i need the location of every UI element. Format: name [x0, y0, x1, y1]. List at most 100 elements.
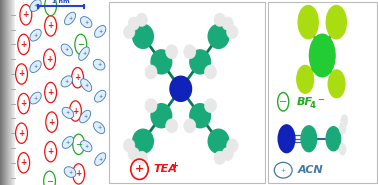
Text: −: −	[46, 177, 53, 185]
Text: +: +	[20, 40, 27, 49]
Text: BF: BF	[297, 97, 313, 107]
Text: +: +	[19, 70, 25, 78]
Circle shape	[310, 34, 335, 77]
Text: −: −	[279, 97, 287, 107]
Ellipse shape	[30, 61, 41, 73]
Circle shape	[136, 13, 147, 26]
Text: 1 nm: 1 nm	[52, 0, 70, 4]
Ellipse shape	[64, 167, 76, 177]
Circle shape	[133, 129, 153, 153]
Text: −: −	[75, 140, 82, 149]
Text: +: +	[48, 21, 54, 30]
Text: +: +	[135, 164, 144, 174]
Circle shape	[214, 151, 226, 164]
Circle shape	[124, 25, 135, 39]
Circle shape	[151, 50, 172, 74]
Circle shape	[184, 119, 196, 133]
Text: 4: 4	[310, 101, 315, 110]
Circle shape	[204, 65, 217, 79]
Text: −: −	[317, 95, 324, 104]
Circle shape	[339, 143, 346, 155]
Circle shape	[170, 76, 192, 101]
Ellipse shape	[93, 122, 105, 134]
Text: +: +	[82, 51, 86, 56]
Text: +: +	[34, 95, 38, 101]
Text: +: +	[97, 125, 101, 130]
Text: +: +	[19, 129, 25, 138]
Text: +: +	[280, 168, 286, 173]
Text: +: +	[98, 29, 102, 34]
Ellipse shape	[94, 90, 106, 102]
Text: TEA: TEA	[153, 164, 177, 174]
Ellipse shape	[30, 29, 41, 41]
Circle shape	[326, 6, 346, 39]
Ellipse shape	[81, 141, 92, 152]
Text: +: +	[84, 20, 88, 25]
Text: +: +	[65, 79, 69, 84]
Circle shape	[145, 65, 157, 79]
Text: ACN: ACN	[298, 165, 323, 175]
Circle shape	[326, 127, 341, 151]
Text: +: +	[34, 3, 38, 8]
Text: +: +	[20, 158, 27, 167]
Circle shape	[301, 126, 317, 152]
Text: +: +	[23, 10, 29, 19]
Text: −: −	[77, 40, 84, 49]
Circle shape	[128, 17, 139, 30]
Ellipse shape	[65, 12, 76, 25]
Text: +: +	[49, 118, 55, 127]
Text: +: +	[83, 114, 87, 119]
Text: +: +	[84, 144, 88, 149]
Ellipse shape	[81, 17, 92, 28]
Text: +: +	[34, 33, 38, 38]
Circle shape	[133, 24, 153, 48]
Text: −: −	[47, 1, 54, 10]
Circle shape	[204, 99, 217, 113]
Text: +: +	[74, 73, 81, 82]
Circle shape	[278, 125, 295, 153]
Text: +: +	[97, 62, 101, 67]
Text: +: +	[68, 169, 72, 175]
Ellipse shape	[62, 107, 74, 118]
Ellipse shape	[62, 137, 74, 148]
Text: +: +	[98, 94, 102, 99]
Ellipse shape	[81, 79, 92, 91]
Text: +: +	[34, 64, 38, 69]
Circle shape	[190, 104, 211, 128]
Circle shape	[208, 24, 229, 48]
Circle shape	[214, 13, 226, 26]
Circle shape	[184, 45, 196, 59]
Text: +: +	[68, 16, 72, 21]
Text: +: +	[171, 161, 178, 170]
Ellipse shape	[80, 110, 91, 123]
Circle shape	[222, 17, 234, 30]
Circle shape	[166, 45, 178, 59]
Circle shape	[208, 129, 229, 153]
Text: +: +	[66, 110, 70, 115]
Circle shape	[226, 139, 238, 152]
Circle shape	[136, 151, 147, 164]
Circle shape	[145, 99, 157, 113]
Ellipse shape	[94, 153, 106, 165]
Ellipse shape	[30, 0, 41, 11]
Ellipse shape	[93, 59, 105, 70]
Text: +: +	[48, 88, 54, 97]
Circle shape	[128, 147, 139, 161]
Circle shape	[151, 104, 172, 128]
Ellipse shape	[61, 76, 73, 87]
Text: +: +	[20, 99, 27, 108]
Ellipse shape	[94, 26, 106, 37]
Circle shape	[298, 6, 318, 39]
Text: +: +	[76, 169, 82, 178]
Ellipse shape	[30, 92, 41, 104]
Circle shape	[222, 147, 234, 161]
Ellipse shape	[61, 44, 73, 56]
Circle shape	[166, 119, 178, 133]
Text: +: +	[84, 83, 88, 88]
Circle shape	[124, 139, 135, 152]
Text: +: +	[66, 140, 70, 145]
Text: +: +	[48, 147, 54, 156]
Text: +: +	[65, 47, 69, 53]
Circle shape	[297, 65, 313, 93]
Text: +: +	[98, 157, 102, 162]
